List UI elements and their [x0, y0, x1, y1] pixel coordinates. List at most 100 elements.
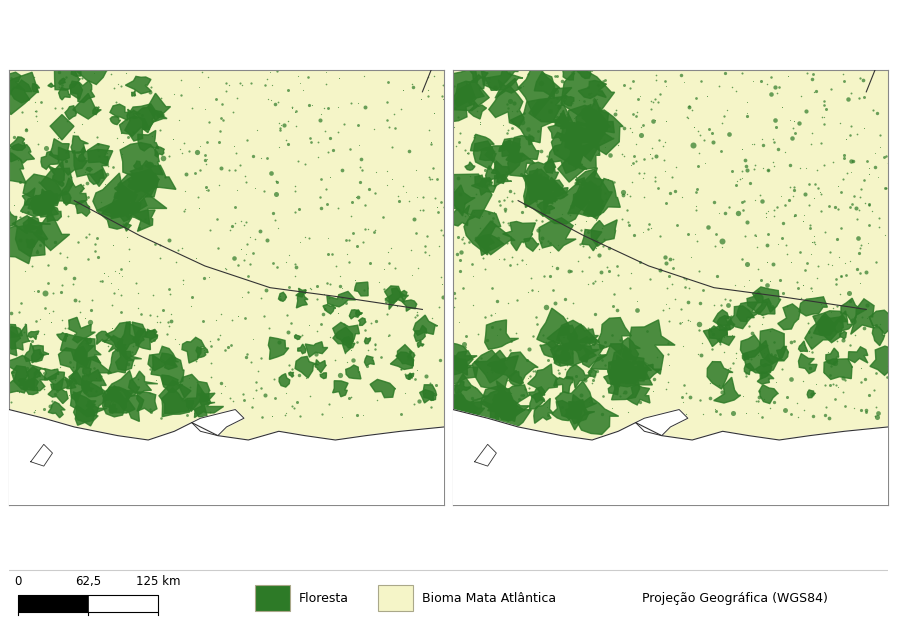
Point — [579, 216, 593, 226]
Point — [178, 204, 192, 214]
Polygon shape — [524, 238, 539, 251]
Point — [381, 258, 396, 268]
Point — [507, 98, 521, 108]
Point — [797, 210, 812, 220]
Point — [243, 258, 257, 268]
Polygon shape — [561, 123, 585, 142]
Point — [285, 401, 300, 411]
Point — [617, 123, 631, 133]
Point — [336, 319, 351, 329]
Point — [340, 249, 354, 259]
Point — [474, 353, 488, 363]
Point — [535, 233, 549, 243]
Point — [834, 316, 849, 327]
Polygon shape — [39, 191, 57, 210]
Polygon shape — [182, 337, 205, 363]
Point — [426, 163, 440, 173]
Polygon shape — [279, 373, 290, 387]
Point — [760, 241, 774, 251]
Point — [637, 168, 651, 178]
Polygon shape — [475, 350, 507, 383]
Point — [769, 122, 783, 132]
Polygon shape — [840, 332, 847, 339]
Polygon shape — [41, 151, 59, 170]
Point — [535, 215, 549, 225]
Point — [793, 163, 807, 173]
Point — [454, 363, 468, 373]
Polygon shape — [69, 371, 89, 402]
Point — [54, 287, 68, 298]
Point — [543, 247, 557, 257]
Point — [113, 290, 127, 300]
Point — [752, 392, 766, 402]
Point — [528, 403, 543, 413]
Point — [482, 73, 496, 84]
Point — [150, 316, 164, 327]
Point — [840, 94, 855, 104]
Point — [675, 397, 690, 407]
Point — [203, 336, 217, 346]
Polygon shape — [562, 67, 578, 80]
Text: Bioma Mata Atlântica: Bioma Mata Atlântica — [422, 591, 556, 605]
Point — [544, 197, 559, 208]
Point — [706, 329, 720, 339]
Point — [728, 180, 743, 191]
Point — [413, 396, 427, 406]
Point — [13, 235, 27, 245]
Point — [291, 156, 305, 166]
Point — [139, 190, 153, 200]
Polygon shape — [485, 141, 522, 179]
Point — [248, 182, 262, 192]
Point — [682, 101, 696, 111]
Point — [201, 185, 215, 195]
Point — [814, 206, 828, 216]
Point — [688, 229, 702, 239]
Polygon shape — [48, 372, 73, 391]
Polygon shape — [570, 324, 598, 350]
Polygon shape — [0, 225, 47, 264]
Polygon shape — [132, 91, 135, 96]
Polygon shape — [589, 199, 605, 214]
Polygon shape — [586, 110, 623, 154]
Point — [784, 374, 798, 384]
Point — [744, 354, 758, 364]
Point — [34, 234, 48, 244]
Point — [659, 299, 674, 310]
Point — [753, 77, 768, 87]
Point — [204, 372, 218, 382]
Point — [692, 318, 707, 329]
Polygon shape — [707, 361, 733, 389]
Point — [839, 134, 853, 144]
Point — [788, 210, 803, 220]
Point — [757, 348, 771, 358]
Point — [169, 257, 183, 267]
Point — [100, 270, 115, 280]
Point — [318, 304, 333, 314]
Point — [726, 408, 740, 418]
Point — [350, 410, 364, 420]
Point — [424, 137, 439, 147]
Point — [659, 282, 674, 292]
Point — [802, 327, 816, 337]
Point — [135, 195, 149, 205]
Point — [103, 69, 118, 79]
Point — [67, 273, 82, 283]
Point — [663, 188, 677, 198]
Point — [39, 143, 53, 153]
Polygon shape — [159, 380, 194, 413]
Point — [82, 229, 96, 239]
Point — [239, 249, 253, 259]
Polygon shape — [444, 373, 490, 415]
Point — [239, 216, 253, 227]
Point — [521, 373, 536, 383]
Point — [811, 183, 825, 193]
Point — [842, 340, 857, 350]
Point — [565, 410, 579, 420]
Bar — [88, 595, 159, 612]
Point — [646, 97, 660, 108]
Point — [712, 339, 727, 349]
Polygon shape — [481, 385, 531, 439]
Polygon shape — [745, 363, 754, 375]
Point — [853, 243, 867, 253]
Point — [544, 97, 559, 107]
